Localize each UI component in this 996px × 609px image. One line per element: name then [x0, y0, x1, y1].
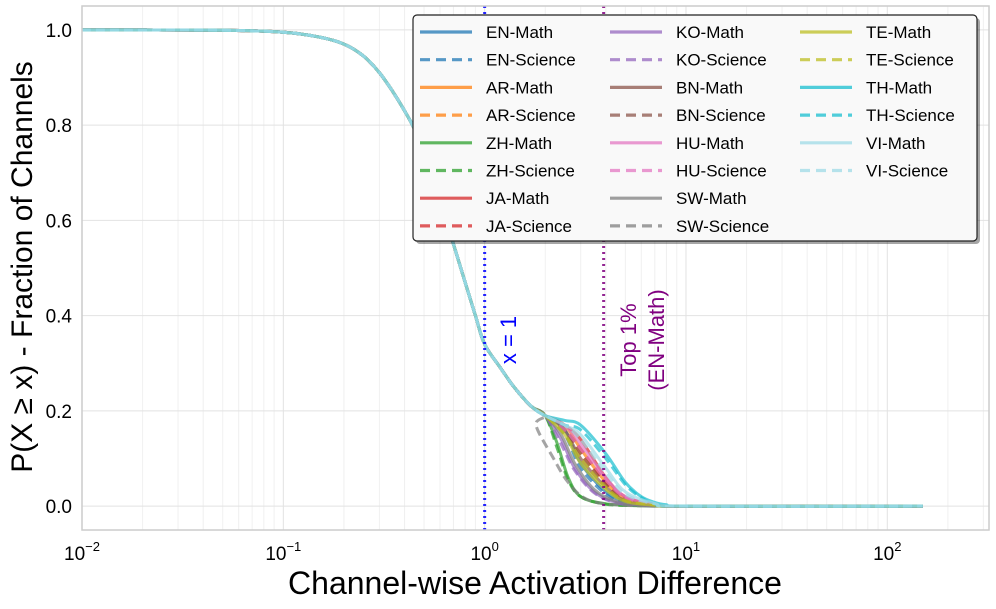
series-line-vi-science: [81, 28, 923, 508]
legend-label-zh-math: ZH-Math: [486, 134, 552, 153]
legend-label-ko-science: KO-Science: [676, 51, 767, 70]
y-tick-label: 0.4: [46, 307, 73, 328]
legend-label-ja-science: JA-Science: [486, 217, 572, 236]
x-tick-label: 100: [470, 539, 498, 565]
legend-label-te-science: TE-Science: [866, 51, 954, 70]
legend-label-en-math: EN-Math: [486, 23, 553, 42]
legend-label-en-science: EN-Science: [486, 51, 576, 70]
x-equals-1-label: x = 1: [496, 316, 521, 364]
legend-label-ar-math: AR-Math: [486, 78, 553, 97]
legend-label-zh-science: ZH-Science: [486, 162, 575, 181]
x-tick-label: 10−1: [265, 539, 301, 565]
x-axis-ticks: 10−2 10−1 100 101 102: [64, 539, 901, 565]
legend-label-ja-math: JA-Math: [486, 189, 549, 208]
legend-items: EN-Math EN-Science AR-Math AR-Science ZH-Mat…: [420, 23, 955, 236]
legend-label-bn-science: BN-Science: [676, 106, 766, 125]
top-1pct-label-line1: Top 1%: [616, 303, 641, 376]
legend-label-th-math: TH-Math: [866, 78, 932, 97]
legend-label-ar-science: AR-Science: [486, 106, 576, 125]
legend-label-hu-math: HU-Math: [676, 134, 744, 153]
y-tick-label: 1.0: [46, 21, 72, 42]
legend-label-hu-science: HU-Science: [676, 162, 767, 181]
legend-box: [412, 14, 978, 242]
x-tick-label: 102: [873, 539, 901, 565]
x-tick-label: 101: [672, 539, 700, 565]
legend-label-vi-science: VI-Science: [866, 162, 948, 181]
y-tick-label: 0.0: [46, 497, 72, 518]
legend-label-vi-math: VI-Math: [866, 134, 926, 153]
legend-label-th-science: TH-Science: [866, 106, 955, 125]
legend: EN-Math EN-Science AR-Math AR-Science ZH-Mat…: [412, 14, 980, 244]
legend-label-te-math: TE-Math: [866, 23, 931, 42]
x-axis-title: Channel-wise Activation Difference: [288, 565, 782, 601]
x-tick-label: 10−2: [64, 539, 100, 565]
y-tick-label: 0.8: [46, 116, 72, 137]
legend-label-sw-science: SW-Science: [676, 217, 769, 236]
legend-label-sw-math: SW-Math: [676, 189, 747, 208]
plot-frame: [81, 5, 990, 531]
legend-label-bn-math: BN-Math: [676, 78, 743, 97]
y-tick-label: 0.6: [46, 211, 72, 232]
legend-label-ko-math: KO-Math: [676, 23, 744, 42]
y-axis-ticks: 0.0 0.2 0.4 0.6 0.8 1.0: [46, 21, 73, 518]
y-axis-title: P(X ≥ x) - Fraction of Channels: [6, 61, 39, 473]
top-1pct-label-line2: (EN-Math): [644, 289, 669, 390]
series-layer: [81, 28, 923, 508]
y-tick-label: 0.2: [46, 402, 72, 423]
